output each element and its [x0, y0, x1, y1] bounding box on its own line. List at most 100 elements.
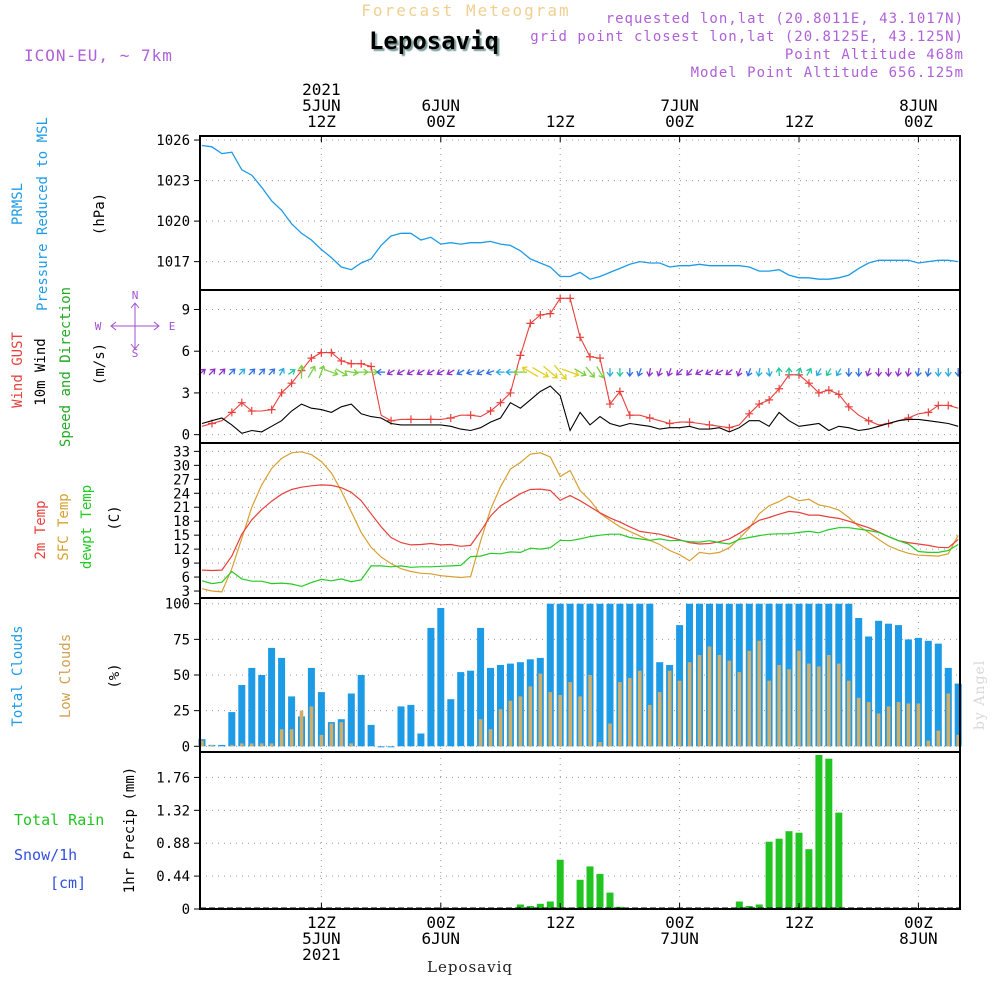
total-cloud-bar — [288, 696, 296, 747]
rain-bar — [785, 831, 793, 909]
wind-direction-arrow — [278, 367, 285, 376]
wind-direction-arrow — [636, 368, 643, 377]
low-cloud-bar — [837, 663, 841, 747]
super-title: Forecast Meteogram — [361, 1, 570, 20]
low-cloud-bar — [886, 706, 891, 747]
total-cloud-bar — [467, 670, 475, 747]
wind-direction-arrow — [446, 369, 455, 376]
gust-label: Wind GUST — [10, 332, 26, 408]
low-cloud-bar — [787, 669, 791, 747]
low-cloud-bar — [667, 670, 672, 747]
dewpt-label: dewpt Temp — [79, 485, 95, 569]
gust-marker — [844, 402, 853, 411]
snow-unit-label: [cm] — [50, 874, 86, 892]
temp-labels: 2m Temp SFC Temp dewpt Temp (C) — [33, 485, 123, 569]
time-axis-bottom-label: 12Z — [785, 913, 814, 932]
low-cloud-bar — [946, 693, 951, 747]
wind-line — [201, 385, 959, 434]
low-cloud-bar — [259, 743, 264, 747]
low-clouds-label: Low Clouds — [58, 634, 74, 718]
clouds-ytick-label: 25 — [173, 704, 190, 720]
rain-bar — [765, 841, 773, 909]
gust-marker — [546, 309, 555, 318]
low-cloud-bar — [289, 729, 294, 747]
low-cloud-bar — [548, 692, 553, 747]
wind-compass: N W E S — [95, 289, 176, 360]
total-cloud-bar — [377, 746, 385, 748]
wind-direction-arrow — [238, 368, 246, 376]
gust-marker — [536, 311, 545, 320]
total-cloud-bar — [875, 620, 883, 747]
gust-marker — [725, 423, 734, 432]
gust-marker — [705, 420, 714, 429]
low-cloud-bar — [240, 743, 244, 747]
total-cloud-bar — [238, 685, 246, 747]
low-cloud-bar — [538, 673, 543, 747]
model-label: ICON-EU, ~ 7km — [24, 46, 173, 65]
low-cloud-bar — [558, 695, 562, 747]
time-axis-bottom-label: 7JUN — [660, 929, 699, 948]
gust-marker — [307, 354, 316, 363]
precip-unit-label: 1hr Precip (mm) — [122, 767, 138, 893]
gust-marker — [347, 359, 356, 368]
gust-marker — [775, 384, 784, 393]
rain-bar — [735, 901, 743, 909]
compass-w: W — [95, 320, 102, 333]
precip-ytick-label: 0.88 — [156, 836, 190, 852]
gust-marker — [486, 407, 495, 416]
wind-direction-arrow — [436, 369, 445, 376]
rain-bar — [526, 906, 534, 909]
temperature-ytick-label: 3 — [182, 584, 190, 600]
time-axis-top-label: 12Z — [546, 112, 575, 131]
wind-direction-arrow — [532, 367, 550, 378]
rain-bar — [586, 866, 594, 909]
low-cloud-bar — [906, 703, 911, 747]
wind-direction-arrow — [406, 369, 415, 376]
total-cloud-bar — [268, 647, 276, 747]
low-cloud-bar — [807, 663, 811, 747]
low-cloud-bar — [916, 703, 921, 747]
wind-direction-arrow — [585, 366, 595, 378]
low-cloud-bar — [717, 655, 722, 747]
cloud-unit-label: (%) — [107, 663, 123, 688]
time-axis-top-label: 00Z — [904, 112, 933, 131]
temp-unit-label: (C) — [107, 505, 123, 530]
gust-marker — [277, 388, 286, 397]
clouds-ytick-label: 50 — [173, 668, 190, 684]
low-cloud-bar — [230, 744, 234, 747]
time-axis-bottom-label: 12Z — [307, 913, 336, 932]
total-cloud-bar — [924, 640, 932, 747]
wind-speed-dir-label: Speed and Direction — [58, 287, 74, 447]
wind-direction-arrow — [521, 366, 539, 378]
precip-labels: Total Rain Snow/1h [cm] 1hr Precip (mm) — [14, 767, 138, 893]
gust-marker — [625, 411, 634, 420]
wind-direction-arrow — [806, 367, 813, 376]
gust-marker — [586, 352, 595, 361]
total-cloud-bar — [407, 704, 415, 747]
low-cloud-bar — [488, 729, 493, 747]
total-cloud-bar — [317, 692, 325, 747]
low-cloud-bar — [827, 655, 831, 747]
page-title: Leposaviq — [369, 27, 499, 55]
temperature-ytick-label: 15 — [173, 528, 190, 544]
wind-ytick-label: 3 — [182, 386, 190, 402]
temperature-ytick-label: 18 — [173, 514, 190, 530]
total-cloud-bar — [865, 636, 873, 747]
time-axis-bottom-label: 5JUN — [302, 929, 341, 948]
low-cloud-bar — [777, 665, 781, 747]
t2m-line — [201, 484, 959, 572]
gust-marker — [665, 419, 674, 428]
precip-ytick-label: 0 — [182, 902, 190, 918]
low-cloud-bar — [687, 662, 692, 747]
wind-direction-arrow — [904, 367, 912, 378]
pressure-msl-label: Pressure Reduced to MSL — [35, 117, 51, 311]
total-cloud-bar — [427, 627, 435, 747]
low-cloud-bar — [210, 744, 214, 747]
pressure-labels: PRMSL Pressure Reduced to MSL (hPa) — [10, 117, 108, 311]
gust-marker — [685, 418, 694, 427]
total-clouds-label: Total Clouds — [10, 625, 26, 726]
wind-direction-arrow — [725, 369, 733, 376]
total-cloud-bar — [904, 639, 912, 747]
